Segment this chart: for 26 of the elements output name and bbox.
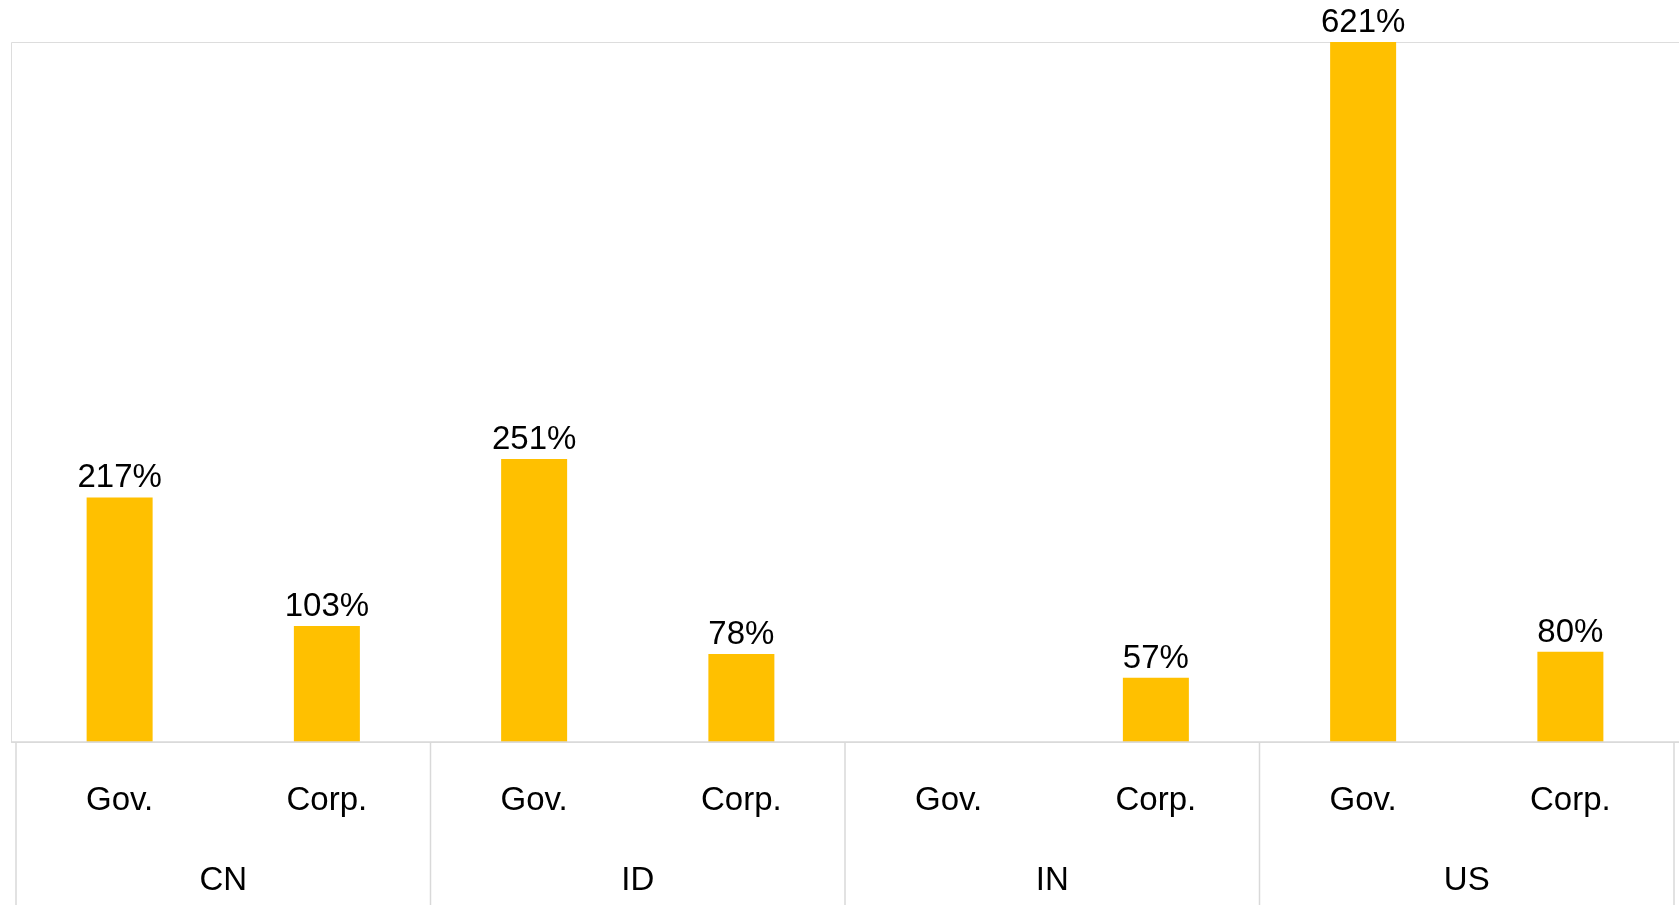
text: IN	[1035, 860, 1069, 897]
data-label: 217%	[77, 457, 162, 495]
bar	[293, 625, 360, 742]
data-label: 57%	[1122, 637, 1189, 675]
bar	[708, 654, 775, 742]
bar	[1330, 42, 1397, 742]
text: CN	[199, 860, 248, 897]
bar	[86, 497, 153, 742]
x-tick-label: Corp.	[1115, 780, 1197, 817]
x-tick-label: Gov.	[1329, 780, 1397, 817]
x-tick-label: Corp.	[1530, 780, 1611, 817]
data-label: 251%	[491, 419, 577, 457]
data-label: 80%	[1537, 611, 1604, 649]
x-tick-label: Gov.	[500, 780, 568, 817]
x-tick-label: Corp.	[701, 780, 782, 817]
data-label: 103%	[284, 585, 370, 623]
bar	[1122, 677, 1189, 742]
text: US	[1443, 860, 1490, 897]
bar	[501, 459, 568, 742]
text: ID	[621, 860, 655, 897]
x-tick-label: Gov.	[915, 780, 983, 817]
data-label: 78%	[708, 614, 775, 652]
x-tick-label: Gov.	[86, 780, 154, 817]
x-tick-label: Corp.	[286, 780, 368, 817]
data-label: 621%	[1320, 2, 1406, 39]
bar	[1537, 651, 1604, 742]
